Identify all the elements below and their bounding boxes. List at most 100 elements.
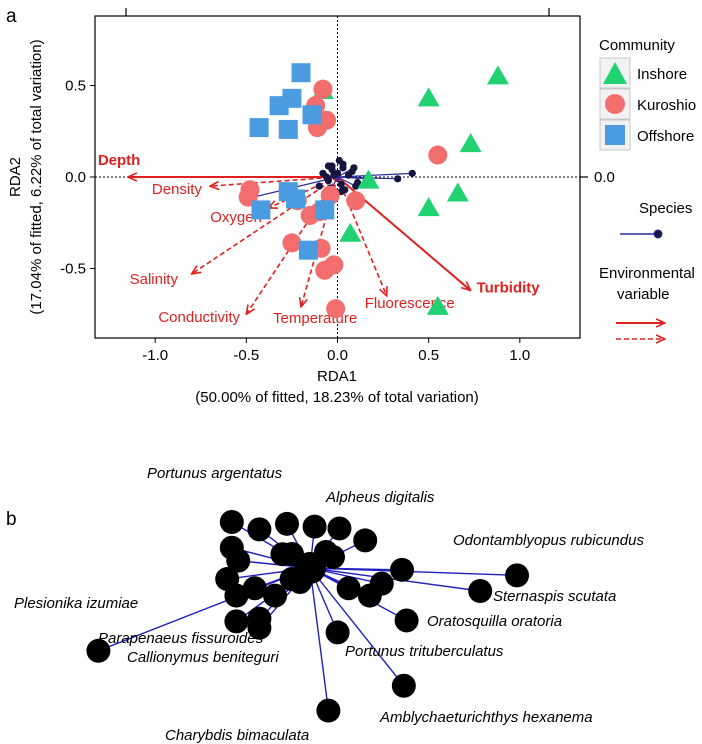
species-b-point: [226, 548, 251, 573]
panel-a-label: a: [6, 6, 17, 27]
species-point: [315, 182, 323, 190]
kuroshio-point: [428, 145, 448, 165]
species-vector: [337, 176, 367, 180]
species-b-point: [224, 609, 249, 634]
y-axis-title: RDA2: [7, 157, 24, 197]
species-b-label-portunus-trituberculatus: Portunus trituberculatus: [345, 643, 504, 660]
offshore-point: [249, 118, 269, 138]
species-b-point: [280, 542, 304, 566]
env-label-temperature: Temperature: [273, 310, 357, 327]
inshore-point: [339, 222, 362, 242]
y-tick-label: 0.0: [65, 169, 86, 186]
species-b-point: [219, 510, 244, 534]
offshore-point: [282, 88, 302, 108]
species-b-label-parapenaeus-fissuroides: Parapenaeus fissuroides: [98, 630, 264, 647]
env-label-depth: Depth: [98, 152, 141, 169]
species-vector-plot: Portunus argentatus Alpheus digitalis Odon…: [14, 465, 644, 744]
species-point: [319, 169, 327, 177]
species-b-vector: [309, 567, 328, 711]
kuroshio-point: [315, 260, 335, 280]
inshore-point: [357, 169, 380, 189]
species-point: [341, 186, 349, 194]
species-b-label-charybdis-bimaculata: Charybdis bimaculata: [165, 727, 309, 744]
env-label-salinity: Salinity: [130, 271, 179, 288]
species-b-vector: [309, 567, 404, 686]
offshore-point: [315, 200, 335, 220]
species-b-point: [390, 557, 414, 582]
species-b-point: [247, 606, 272, 631]
offshore-point: [298, 240, 318, 260]
species-point: [337, 180, 345, 188]
x-axis-subtitle: (50.00% of fitted, 18.23% of total varia…: [195, 389, 479, 406]
env-vector-salinity: [192, 176, 338, 274]
species-b-point: [505, 563, 529, 588]
env-label-conductivity: Conductivity: [158, 309, 240, 326]
legend-inshore-triangle: [603, 62, 627, 84]
species-b-point: [325, 620, 350, 645]
species-b-label-alpheus-digitalis: Alpheus digitalis: [325, 489, 435, 506]
kuroshio-point: [346, 191, 366, 211]
y-axis-subtitle: (17.04% of fitted, 6.22% of total variat…: [28, 39, 45, 314]
species-b-label-sternaspis-scutata: Sternaspis scutata: [493, 588, 616, 605]
inshore-point: [486, 65, 509, 85]
x-tick-label: 0.5: [418, 347, 439, 364]
sample-points: [238, 63, 509, 319]
x-tick-label: 1.0: [509, 347, 530, 364]
species-b-point: [224, 583, 249, 608]
species-point: [394, 175, 402, 183]
species-point: [353, 178, 362, 187]
species-point: [330, 171, 338, 179]
y-tick-label: -0.5: [60, 260, 86, 277]
species-b-point: [302, 514, 327, 539]
species-b-point: [247, 517, 272, 542]
species-b-point: [314, 540, 338, 564]
offshore-point: [302, 105, 322, 125]
panel-b-label: b: [6, 509, 17, 530]
legend-offshore-label: Offshore: [637, 128, 694, 145]
legend-inshore-label: Inshore: [637, 66, 687, 83]
species-b-label-portunus-argentatus: Portunus argentatus: [147, 465, 283, 482]
species-b-point: [353, 528, 378, 553]
x-tick-label: -0.5: [233, 347, 259, 364]
x-tick-label: 0.0: [327, 347, 348, 364]
species-b-label-plesionika-izumiae: Plesionika izumiae: [14, 595, 138, 612]
kuroshio-point: [282, 233, 302, 253]
species-b-point: [394, 608, 419, 633]
legend-env-title-line1: Environmental: [599, 265, 695, 282]
species-b-labels: Portunus argentatus Alpheus digitalis Odon…: [14, 465, 644, 744]
species-b-point: [369, 571, 394, 596]
species-point: [408, 169, 416, 177]
inshore-point: [417, 87, 440, 107]
kuroshio-point: [313, 79, 333, 99]
env-label-oxygen: Oxygen: [210, 209, 262, 226]
species-b-point: [86, 638, 111, 663]
axes-layer: -1.0 -0.5 0.0 0.5 1.0 -0.5 0.0 0.5 0.0: [60, 8, 615, 364]
species-point: [348, 167, 356, 176]
env-vector-fluorescence: [336, 176, 387, 296]
offshore-point: [278, 119, 298, 139]
legend-species-label: Species: [639, 200, 692, 217]
inshore-point: [446, 182, 469, 202]
legend-title-community: Community: [599, 37, 675, 54]
species-b-point: [316, 698, 341, 723]
species-b-point: [288, 570, 312, 594]
offshore-point: [251, 200, 271, 220]
x-axis-title: RDA1: [317, 368, 357, 385]
species-point: [339, 164, 347, 172]
species-point: [324, 177, 332, 185]
legend-kuroshio-label: Kuroshio: [637, 97, 696, 114]
species-point: [335, 156, 343, 165]
species-b-label-amblychaeturichthys-hexanema: Amblychaeturichthys hexanema: [379, 709, 593, 726]
kuroshio-point: [320, 185, 340, 205]
legend-species-dot: [653, 229, 663, 239]
species-vectors: [250, 156, 416, 207]
species-b-point: [336, 576, 361, 601]
legend-offshore-square: [605, 125, 625, 145]
legend-env-title-line2: variable: [617, 286, 670, 303]
inshore-point: [459, 133, 482, 153]
env-vector-density: [210, 176, 338, 186]
species-b-point: [242, 576, 267, 601]
legend-kuroshio-circle: [605, 94, 625, 114]
inshore-point: [417, 197, 440, 217]
